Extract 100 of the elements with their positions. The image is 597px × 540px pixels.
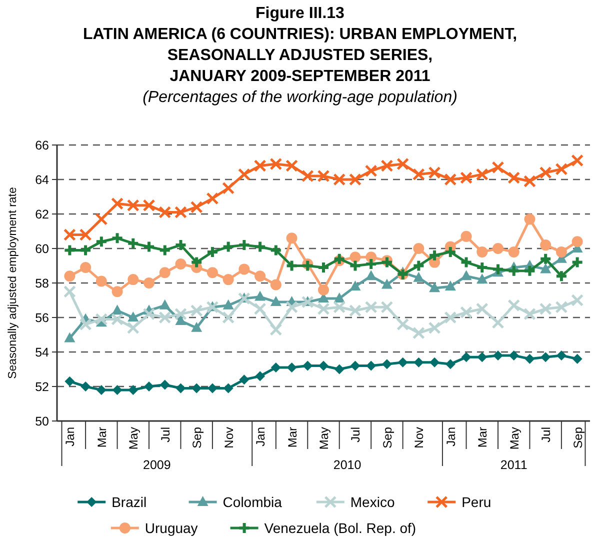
point: [540, 352, 551, 362]
point: [128, 384, 138, 395]
point: [255, 371, 266, 382]
point: [460, 270, 472, 280]
point: [207, 383, 218, 394]
point: [301, 296, 314, 308]
point: [286, 232, 298, 244]
point: [492, 243, 504, 254]
x-tick-label: Sep: [570, 426, 585, 448]
point: [523, 174, 536, 188]
point: [112, 384, 122, 395]
point: [508, 350, 519, 360]
x-tick-label: May: [126, 427, 141, 450]
text: 2011: [500, 458, 528, 472]
point: [460, 172, 473, 184]
y-tick-label: 62: [35, 208, 50, 222]
x-tick-label: Jan: [444, 427, 458, 446]
point: [380, 159, 394, 172]
y-axis-title: Seasonally adjusted employment rate: [7, 187, 19, 379]
y-tick-label: 66: [35, 138, 50, 152]
point: [460, 256, 473, 269]
point: [332, 252, 346, 266]
point: [142, 308, 156, 320]
point: [444, 280, 456, 290]
point: [413, 243, 424, 254]
x-tick-label: Nov: [222, 427, 236, 448]
legend-label: Peru: [462, 494, 492, 510]
point: [64, 270, 76, 282]
point: [428, 166, 441, 179]
point: [476, 274, 488, 284]
point: [80, 262, 92, 273]
legend-label: Venezuela (Bol. Rep. of): [264, 520, 416, 536]
point: [318, 284, 329, 296]
point: [158, 206, 172, 219]
point: [492, 316, 504, 329]
point: [508, 172, 520, 184]
point: [222, 311, 235, 324]
point: [176, 383, 186, 394]
x-tick-label: Jul: [539, 427, 554, 442]
point: [175, 258, 186, 270]
point: [160, 380, 170, 390]
legend-label: Colombia: [222, 494, 282, 510]
point: [508, 246, 520, 258]
point: [491, 262, 504, 276]
point: [238, 264, 250, 275]
point: [79, 228, 92, 241]
point: [572, 236, 583, 248]
x-tick-label: Sep: [380, 426, 394, 448]
point: [239, 374, 250, 385]
point: [206, 267, 218, 278]
point: [414, 357, 424, 368]
point: [523, 264, 536, 278]
point: [80, 382, 91, 392]
point: [366, 270, 377, 280]
point: [190, 200, 203, 214]
point: [175, 314, 186, 325]
point: [333, 173, 346, 186]
point: [223, 383, 234, 394]
point: [539, 166, 552, 179]
point: [540, 240, 552, 251]
point: [79, 244, 92, 257]
point: [222, 182, 235, 194]
point: [539, 302, 552, 316]
y-tick-label: 58: [35, 276, 50, 290]
point: [174, 238, 188, 252]
point: [96, 276, 107, 287]
legend-label: Mexico: [350, 494, 395, 510]
y-tick-label: 52: [35, 380, 50, 394]
point: [301, 259, 314, 272]
point: [206, 192, 219, 205]
point: [301, 170, 314, 182]
point: [222, 274, 234, 286]
chart-subtitle: (Percentages of the working-age population): [142, 89, 458, 106]
point: [270, 362, 281, 373]
point: [269, 244, 282, 257]
point: [126, 236, 140, 250]
point: [191, 322, 202, 332]
point: [190, 256, 204, 269]
point: [396, 318, 410, 331]
point: [476, 168, 488, 181]
point: [350, 252, 361, 263]
point: [350, 360, 360, 371]
point: [412, 259, 426, 272]
point: [317, 170, 330, 182]
point: [380, 256, 394, 269]
point: [445, 359, 456, 370]
point: [159, 299, 170, 310]
point: [142, 240, 156, 254]
point: [461, 352, 472, 362]
point: [396, 158, 410, 170]
x-tick-label: Mar: [476, 427, 490, 448]
x-tick-label: Jan: [254, 427, 268, 446]
point: [111, 312, 124, 326]
point: [190, 304, 203, 317]
x-tick-label: May: [507, 427, 522, 450]
point: [222, 240, 235, 254]
point: [286, 300, 298, 314]
legend-label: Uruguay: [144, 520, 198, 536]
point: [366, 360, 376, 371]
x-tick-label: Nov: [412, 427, 426, 448]
